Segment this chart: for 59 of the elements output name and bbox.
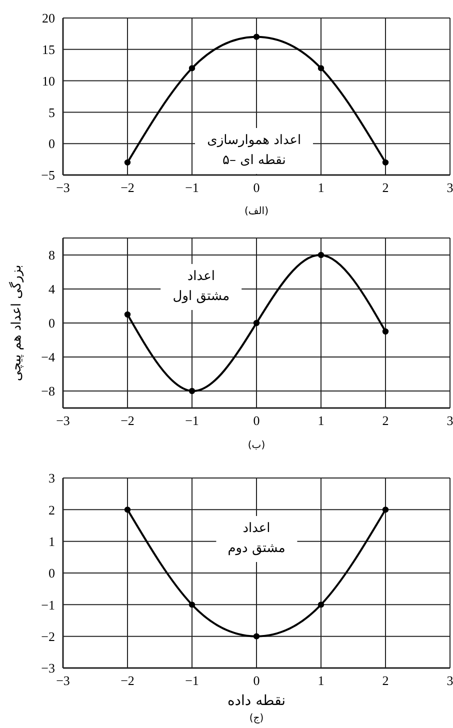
y-tick-label: 0 [48, 136, 55, 152]
x-tick-label: 1 [318, 673, 324, 688]
point [382, 159, 389, 166]
y-tick-label: −8 [41, 384, 55, 399]
y-tick-label: 15 [42, 42, 55, 58]
y-tick-label: −2 [41, 628, 55, 644]
y-tick-label: 3 [48, 470, 55, 486]
y-tick-label: −5 [41, 168, 55, 183]
x-tick-label: 0 [253, 673, 260, 688]
point [253, 633, 260, 640]
x-tick-label: 3 [446, 673, 453, 688]
y-tick-label: 0 [48, 566, 55, 581]
point [188, 65, 196, 72]
annotation: اعداد مشتق اول [172, 268, 230, 306]
y-tick-label: 10 [42, 73, 55, 88]
y-axis-title: بزرگی اعداد هم پیچی [8, 264, 25, 382]
point [318, 252, 324, 258]
point [318, 65, 324, 72]
x-tick-label: −1 [185, 673, 199, 688]
y-tick-label: −3 [41, 660, 55, 676]
x-tick-label: −2 [120, 413, 134, 428]
point [124, 159, 131, 166]
y-tick-label: 8 [48, 248, 55, 263]
x-tick-label: −2 [120, 673, 134, 688]
y-tick-label: 2 [48, 502, 55, 518]
y-tick-label: 4 [48, 282, 56, 297]
y-tick-label: 20 [42, 10, 55, 26]
point [382, 506, 389, 513]
x-tick-label: 3 [446, 180, 453, 196]
point [124, 311, 131, 318]
x-tick-label: −1 [185, 180, 199, 196]
point [318, 602, 324, 608]
annotation: اعداد مشتق دوم [228, 520, 286, 558]
text: (الف) [244, 206, 270, 218]
point [253, 320, 260, 326]
point [253, 34, 260, 40]
point [382, 328, 389, 335]
x-tick-label: 2 [382, 673, 389, 688]
y-tick-label: 5 [48, 104, 55, 120]
y-tick-label: 1 [48, 534, 55, 549]
x-tick-label: 2 [382, 413, 389, 428]
x-tick-label: −1 [185, 413, 199, 428]
x-axis-title: نقطه داده [227, 693, 286, 709]
x-tick-label: 1 [318, 413, 324, 428]
y-tick-label: −4 [41, 350, 56, 365]
annotation: اعداد هموارسازی ۵– نقطه ای [207, 132, 302, 170]
text: (ج) [248, 713, 265, 725]
x-tick-label: 3 [446, 413, 453, 428]
x-tick-label: 2 [382, 180, 389, 196]
text: (ب) [246, 440, 266, 452]
y-tick-label: −1 [41, 597, 55, 612]
point [188, 388, 196, 394]
point [124, 506, 131, 513]
point [188, 602, 196, 608]
x-tick-label: 0 [253, 413, 260, 428]
x-tick-label: 1 [318, 180, 324, 196]
y-tick-label: 0 [48, 316, 55, 331]
x-tick-label: −2 [120, 180, 134, 196]
x-tick-label: 0 [253, 180, 260, 196]
